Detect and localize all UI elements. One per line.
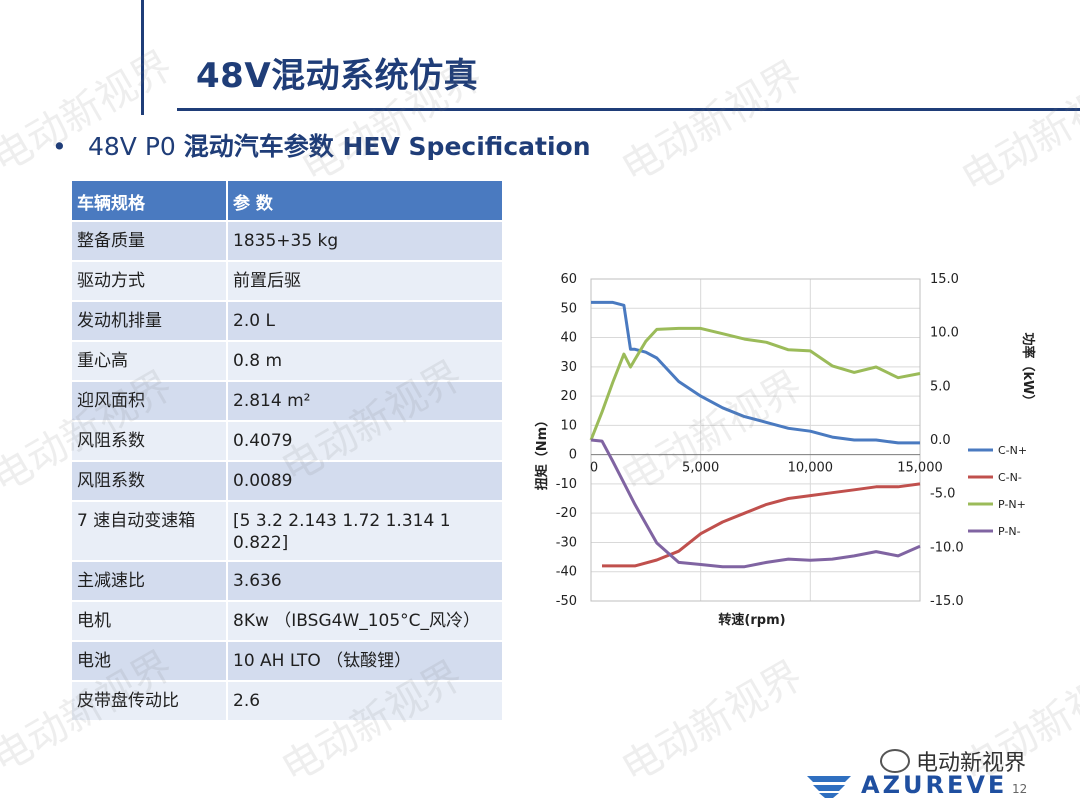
- y-tick-label: 60: [560, 272, 577, 287]
- spec-name: 驱动方式: [72, 261, 228, 302]
- table-row: 驱动方式 前置后驱: [72, 261, 502, 302]
- table-row: 重心高 0.8 m: [72, 341, 502, 382]
- title-horizontal-rule: [177, 108, 1080, 111]
- slide-title: 48V混动系统仿真: [196, 56, 479, 96]
- y-tick-label: 0: [569, 448, 577, 463]
- spec-value: 2.814 m²: [227, 381, 502, 422]
- spec-name: 电机: [72, 601, 228, 642]
- spec-table-header: 车辆规格 参 数: [72, 181, 502, 222]
- header-spec: 车辆规格: [72, 181, 228, 222]
- series-line-C-N+: [591, 300, 920, 445]
- spec-value: 前置后驱: [227, 261, 502, 302]
- table-row: 发动机排量 2.0 L: [72, 301, 502, 342]
- series-line-C-N-: [602, 482, 921, 568]
- slide-subtitle: • 48V P0 混动汽车参数 HEV Specification: [52, 127, 591, 163]
- legend-label: C-N+: [998, 444, 1027, 457]
- y2-tick-label: 0.0: [930, 433, 951, 448]
- spec-name: 皮带盘传动比: [72, 681, 228, 722]
- y-axis-label: 扭矩（Nm）: [534, 414, 550, 490]
- y-tick-label: -50: [556, 594, 577, 609]
- spec-value: 10 AH LTO （钛酸锂）: [227, 641, 502, 682]
- y-tick-label: 20: [560, 389, 577, 404]
- spec-name: 风阻系数: [72, 461, 228, 502]
- wechat-badge: 电动新视界: [880, 745, 1026, 777]
- y-tick-label: -30: [556, 535, 577, 550]
- y2-axis-label: 功率（kW）: [1020, 333, 1036, 408]
- header-value: 参 数: [227, 181, 502, 222]
- x-tick-label: 10,000: [788, 461, 834, 476]
- y2-tick-label: -5.0: [930, 487, 955, 502]
- spec-value: 3.636: [227, 561, 502, 602]
- wechat-name: 电动新视界: [916, 751, 1027, 776]
- watermark: 电动新视界: [953, 62, 1080, 203]
- x-tick-label: 5,000: [682, 461, 719, 476]
- watermark: 电动新视界: [613, 652, 811, 793]
- brand-name: AZUREVE: [861, 771, 1008, 799]
- y2-tick-label: -10.0: [930, 540, 964, 555]
- chart-series: [589, 300, 921, 569]
- y2-tick-label: -15.0: [930, 594, 964, 609]
- y-tick-label: 40: [560, 331, 577, 346]
- x-axis-label: 转速(rpm): [718, 612, 785, 628]
- y-tick-label: -40: [556, 565, 577, 580]
- chart-legend: C-N+ C-N- P-N+ P-N-: [968, 444, 1027, 538]
- spec-name: 整备质量: [72, 221, 228, 262]
- table-row: 电机 8Kw （IBSG4W_105°C_风冷）: [72, 601, 502, 642]
- page-number: 12: [1012, 782, 1028, 796]
- spec-value: 0.0089: [227, 461, 502, 502]
- legend-label: P-N+: [998, 498, 1026, 511]
- y2-tick-label: 15.0: [930, 272, 959, 287]
- brand-logo: AZUREVE: [805, 771, 1007, 799]
- torque-power-chart: 60 50 40 30 20 10 0 -10 -20 -30 -40 -50 0 5,000 10,000…: [534, 272, 1036, 628]
- x-tick-label: 0: [590, 461, 598, 476]
- spec-name: 电池: [72, 641, 228, 682]
- subtitle-bold: 混动汽车参数 HEV Specification: [183, 132, 591, 161]
- subtitle-prefix: 48V P0: [88, 132, 184, 161]
- table-row: 迎风面积 2.814 m²: [72, 381, 502, 422]
- spec-name: 风阻系数: [72, 421, 228, 462]
- spec-value: 0.4079: [227, 421, 502, 462]
- y-tick-label: 30: [560, 360, 577, 375]
- wechat-icon: [880, 749, 910, 773]
- series-line-P-N-: [590, 438, 921, 569]
- spec-name: 7 速自动变速箱: [72, 501, 228, 562]
- table-row: 主减速比 3.636: [72, 561, 502, 602]
- spec-name: 迎风面积: [72, 381, 228, 422]
- azureve-logo-icon: [807, 776, 851, 798]
- legend-label: P-N-: [998, 525, 1021, 538]
- table-row: 风阻系数 0.0089: [72, 461, 502, 502]
- table-row: 电池 10 AH LTO （钛酸锂）: [72, 641, 502, 682]
- spec-value: 2.0 L: [227, 301, 502, 342]
- table-row: 整备质量 1835+35 kg: [72, 221, 502, 262]
- chart-ticks: 60 50 40 30 20 10 0 -10 -20 -30 -40 -50 0 5,000 10,000…: [556, 272, 964, 609]
- spec-value: 1835+35 kg: [227, 221, 502, 262]
- spec-value: 0.8 m: [227, 341, 502, 382]
- x-tick-label: 15,000: [897, 461, 943, 476]
- bullet-point: •: [52, 132, 67, 161]
- y2-tick-label: 10.0: [930, 326, 959, 341]
- series-line-P-N+: [589, 326, 921, 441]
- y2-tick-label: 5.0: [930, 379, 951, 394]
- y-tick-label: -10: [556, 477, 577, 492]
- table-row: 7 速自动变速箱 [5 3.2 2.143 1.72 1.314 1 0.822]: [72, 501, 502, 562]
- title-vertical-rule: [141, 0, 144, 115]
- table-row: 皮带盘传动比 2.6: [72, 681, 502, 722]
- spec-value: 2.6: [227, 681, 502, 722]
- spec-value: 8Kw （IBSG4W_105°C_风冷）: [227, 601, 502, 642]
- spec-name: 发动机排量: [72, 301, 228, 342]
- spec-name: 主减速比: [72, 561, 228, 602]
- spec-name: 重心高: [72, 341, 228, 382]
- spec-value: [5 3.2 2.143 1.72 1.314 1 0.822]: [227, 501, 502, 562]
- legend-label: C-N-: [998, 471, 1022, 484]
- spec-table: 车辆规格 参 数 整备质量 1835+35 kg 驱动方式 前置后驱 发动机排量 2.…: [72, 181, 502, 722]
- table-row: 风阻系数 0.4079: [72, 421, 502, 462]
- y-tick-label: 50: [560, 301, 577, 316]
- watermark: 电动新视界: [613, 52, 811, 193]
- y-tick-label: -20: [556, 506, 577, 521]
- y-tick-label: 10: [560, 418, 577, 433]
